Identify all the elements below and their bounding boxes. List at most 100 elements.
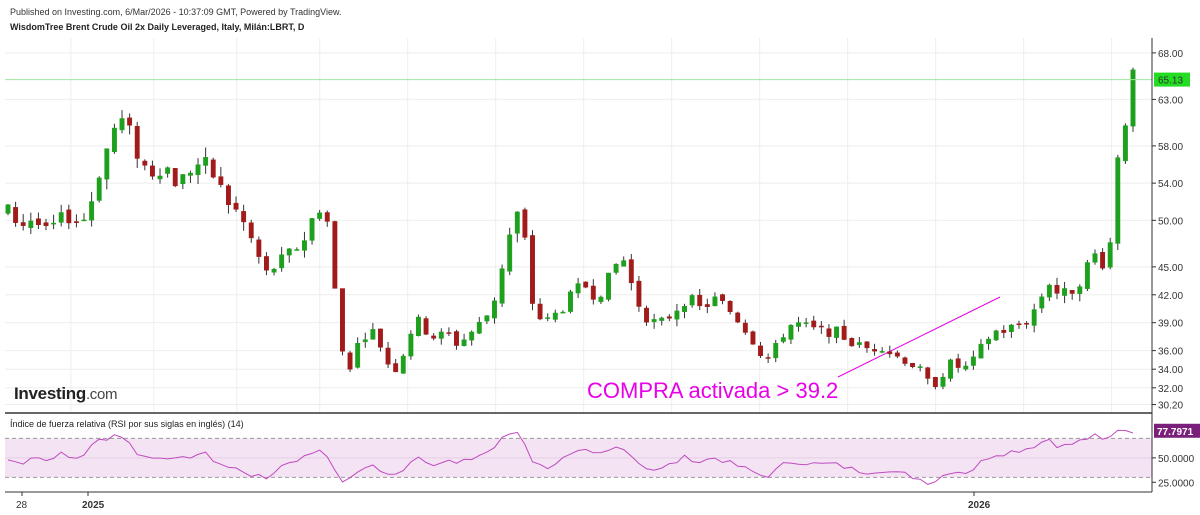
candle xyxy=(742,319,748,335)
candle xyxy=(119,110,125,134)
candle xyxy=(583,281,589,289)
candle-body-up xyxy=(5,204,11,214)
candle-body-down xyxy=(248,222,254,239)
candle xyxy=(598,295,604,304)
candle xyxy=(712,292,718,307)
candle xyxy=(286,248,292,263)
candle-body-down xyxy=(841,325,847,340)
candle-body-up xyxy=(111,127,117,153)
candle-body-down xyxy=(666,316,672,319)
candle xyxy=(887,345,893,358)
candle xyxy=(58,204,64,227)
candle-body-down xyxy=(932,377,938,388)
candle-body-down xyxy=(887,351,893,355)
candle-body-up xyxy=(545,317,551,319)
candle xyxy=(20,214,26,231)
candle xyxy=(1008,324,1014,338)
candle-body-up xyxy=(993,330,999,341)
candle xyxy=(1069,290,1075,300)
candle-body-up xyxy=(294,249,300,251)
candle-body-down xyxy=(241,211,247,223)
candle xyxy=(1046,283,1052,302)
candle-body-down xyxy=(811,320,817,328)
candle-body-down xyxy=(872,349,878,352)
candle xyxy=(590,279,596,305)
candle-body-up xyxy=(621,260,627,267)
candle xyxy=(963,361,969,371)
candle xyxy=(187,170,193,184)
rsi-tick-label: 25.0000 xyxy=(1158,478,1195,489)
candle-body-up xyxy=(940,376,946,387)
candle xyxy=(993,329,999,341)
candle xyxy=(811,315,817,330)
candle xyxy=(1031,303,1037,333)
candle xyxy=(96,176,102,203)
candle-body-up xyxy=(507,234,513,272)
candle-body-down xyxy=(20,222,26,226)
candle-body-up xyxy=(1084,262,1090,289)
candle xyxy=(111,123,117,154)
candle xyxy=(461,333,467,347)
time-tick-label: 28 xyxy=(16,500,28,511)
candle-body-down xyxy=(332,221,338,289)
candle-body-down xyxy=(142,160,148,166)
candle-body-down xyxy=(431,335,437,339)
candle xyxy=(522,207,528,241)
rsi-title: Índice de fuerza relativa (RSI por sus s… xyxy=(10,419,244,429)
rsi-current-label: 77.7971 xyxy=(1157,427,1194,438)
candle-body-down xyxy=(537,303,543,320)
candle-body-down xyxy=(818,325,824,328)
chart-header: Published on Investing.com, 6/Mar/2026 -… xyxy=(10,6,342,34)
candle-body-down xyxy=(172,168,178,187)
candle-body-up xyxy=(28,220,34,228)
candle xyxy=(507,227,513,276)
candle xyxy=(43,218,49,231)
price-tick-label: 45.00 xyxy=(1158,263,1183,274)
candle-body-down xyxy=(446,332,452,334)
candle xyxy=(28,212,34,234)
candle xyxy=(1122,123,1128,164)
rsi-axis: 77.7971 50.0000 25.0000 xyxy=(1152,423,1200,489)
candle-body-up xyxy=(659,317,665,321)
candle-body-up xyxy=(416,316,421,337)
candle xyxy=(149,160,155,180)
candle xyxy=(347,350,353,373)
candle xyxy=(1077,284,1083,302)
candle xyxy=(446,327,452,336)
candle xyxy=(560,310,566,314)
candle-body-up xyxy=(1008,324,1014,333)
candle-body-up xyxy=(309,218,315,241)
candle-body-down xyxy=(73,221,79,223)
candle-body-up xyxy=(834,326,839,338)
candle-body-up xyxy=(119,118,125,131)
candle xyxy=(940,373,946,390)
candle xyxy=(104,148,110,190)
candle-body-up xyxy=(780,337,786,342)
candle xyxy=(902,356,908,367)
candle xyxy=(644,305,649,326)
price-tick-label: 42.00 xyxy=(1158,291,1183,302)
candle-body-up xyxy=(1062,288,1068,296)
candle xyxy=(613,263,619,275)
candle-body-up xyxy=(1115,157,1121,244)
candle-body-down xyxy=(347,352,353,370)
candle xyxy=(780,333,786,344)
candle-body-up xyxy=(499,268,505,304)
candle xyxy=(568,289,573,314)
candle-body-up xyxy=(89,201,95,221)
candle xyxy=(210,157,216,179)
candle xyxy=(81,213,87,222)
candle-body-down xyxy=(393,363,399,373)
candle xyxy=(324,210,330,227)
candle xyxy=(492,297,497,324)
candle xyxy=(575,277,581,299)
candle xyxy=(165,166,171,178)
candle-body-up xyxy=(948,359,954,379)
candle xyxy=(628,254,634,291)
candle-body-down xyxy=(324,212,330,222)
candle xyxy=(469,330,475,346)
time-tick-label: 2026 xyxy=(968,500,991,511)
candle-body-down xyxy=(522,209,528,238)
candle xyxy=(948,358,954,382)
